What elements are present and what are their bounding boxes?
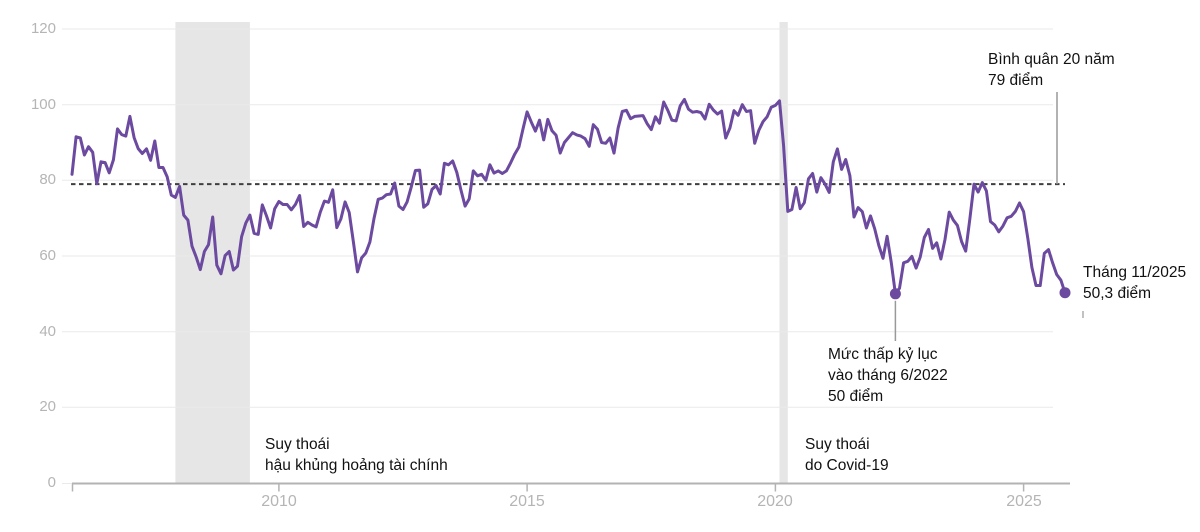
- y-axis-label-40: 40: [39, 323, 56, 340]
- recession-band-1: [175, 22, 250, 483]
- y-axis-label-0: 0: [47, 474, 56, 491]
- latest-dot: [1059, 287, 1071, 299]
- annotation-latest-line1: Tháng 11/2025: [1083, 264, 1187, 281]
- x-axis-label-2015: 2015: [509, 493, 545, 510]
- sentiment-line: [70, 97, 1067, 296]
- y-axis-label-60: 60: [39, 247, 56, 264]
- annotation-record-low-line2: vào tháng 6/2022: [828, 367, 948, 384]
- annotation-recession-covid: Suy thoái do Covid-19: [805, 434, 889, 476]
- annotation-average: Bình quân 20 năm 79 điểm: [988, 49, 1115, 91]
- record-low-dot: [889, 288, 901, 300]
- annotation-recession-financial-line1: Suy thoái: [265, 436, 330, 453]
- annotation-latest: Tháng 11/2025 50,3 điểm: [1083, 262, 1186, 304]
- annotation-recession-financial-line2: hậu khủng hoảng tài chính: [265, 457, 448, 474]
- x-axis-label-2010: 2010: [261, 493, 297, 510]
- annotation-recession-financial: Suy thoái hậu khủng hoảng tài chính: [265, 434, 448, 476]
- y-axis-label-80: 80: [39, 171, 56, 188]
- annotation-record-low: Mức thấp kỷ lục vào tháng 6/2022 50 điểm: [828, 344, 948, 407]
- y-axis-label-120: 120: [30, 20, 56, 37]
- annotation-latest-line2: 50,3 điểm: [1083, 285, 1152, 302]
- recession-band-2: [779, 22, 788, 483]
- x-axis-label-2025: 2025: [1006, 493, 1042, 510]
- annotation-average-line1: Bình quân 20 năm: [988, 51, 1115, 68]
- annotation-average-line2: 79 điểm: [988, 72, 1044, 89]
- y-axis-label-20: 20: [39, 398, 56, 415]
- y-axis-label-100: 100: [30, 96, 56, 113]
- x-axis-label-2020: 2020: [757, 493, 793, 510]
- annotation-record-low-line1: Mức thấp kỷ lục: [828, 346, 938, 363]
- annotation-recession-covid-line1: Suy thoái: [805, 436, 870, 453]
- annotation-record-low-line3: 50 điểm: [828, 388, 884, 405]
- annotation-recession-covid-line2: do Covid-19: [805, 457, 889, 474]
